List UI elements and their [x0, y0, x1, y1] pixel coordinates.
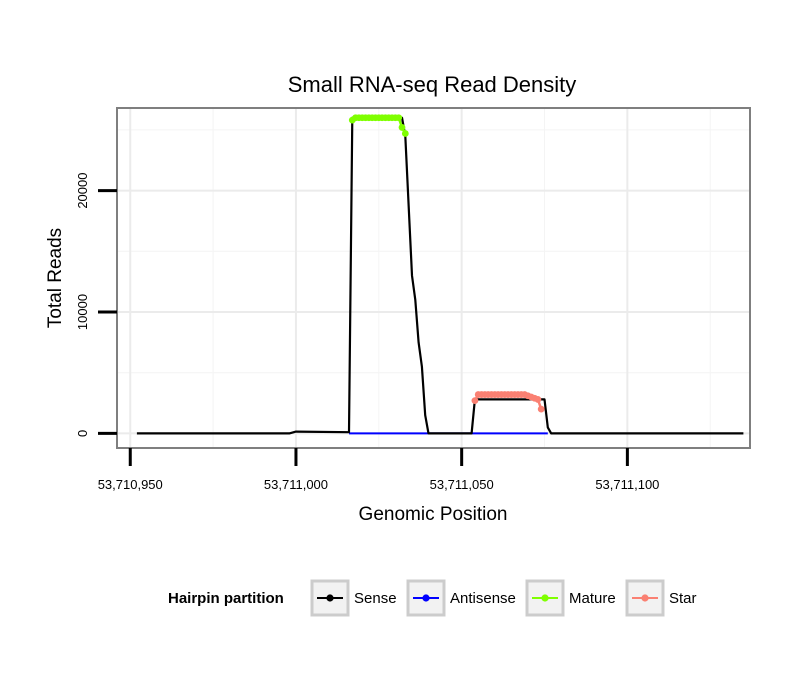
legend-title: Hairpin partition: [168, 590, 284, 607]
plot-background: [117, 108, 750, 448]
legend-key-point-mature: [541, 594, 549, 602]
plot-panel: [116, 107, 751, 449]
legend: Hairpin partition Sense Antisense Mature St…: [168, 579, 697, 617]
legend-label-antisense: Antisense: [450, 590, 516, 607]
legend-label-mature: Mature: [569, 590, 616, 607]
x-tick-label: 53,710,950: [98, 477, 163, 492]
data-point-star: [471, 397, 479, 405]
legend-key-point-antisense: [422, 594, 430, 602]
y-axis: 0 10000 20000: [75, 173, 117, 437]
chart-title: Small RNA-seq Read Density: [288, 72, 577, 97]
series-layer: [136, 114, 744, 435]
legend-label-star: Star: [669, 590, 697, 607]
y-tick-label: 0: [75, 430, 90, 437]
y-tick-label: 10000: [75, 294, 90, 330]
legend-key-point-sense: [326, 594, 334, 602]
x-axis: 53,710,950 53,711,000 53,711,050 53,711,100: [98, 448, 659, 492]
x-tick-label: 53,711,050: [430, 477, 494, 492]
x-axis-title: Genomic Position: [359, 504, 508, 525]
data-point-star: [534, 396, 542, 403]
data-point-star: [537, 405, 545, 413]
plot-border: [116, 107, 751, 449]
y-axis-title: Total Reads: [45, 228, 66, 328]
series-line-sense: [136, 116, 744, 435]
data-point-mature: [395, 114, 403, 122]
x-tick-label: 53,711,100: [595, 477, 659, 492]
data-point-mature: [401, 130, 409, 137]
y-tick-label: 20000: [75, 173, 90, 209]
data-point-mature: [398, 124, 406, 131]
legend-key-point-star: [641, 594, 649, 602]
legend-label-sense: Sense: [354, 590, 397, 607]
x-tick-label: 53,711,000: [264, 477, 328, 492]
